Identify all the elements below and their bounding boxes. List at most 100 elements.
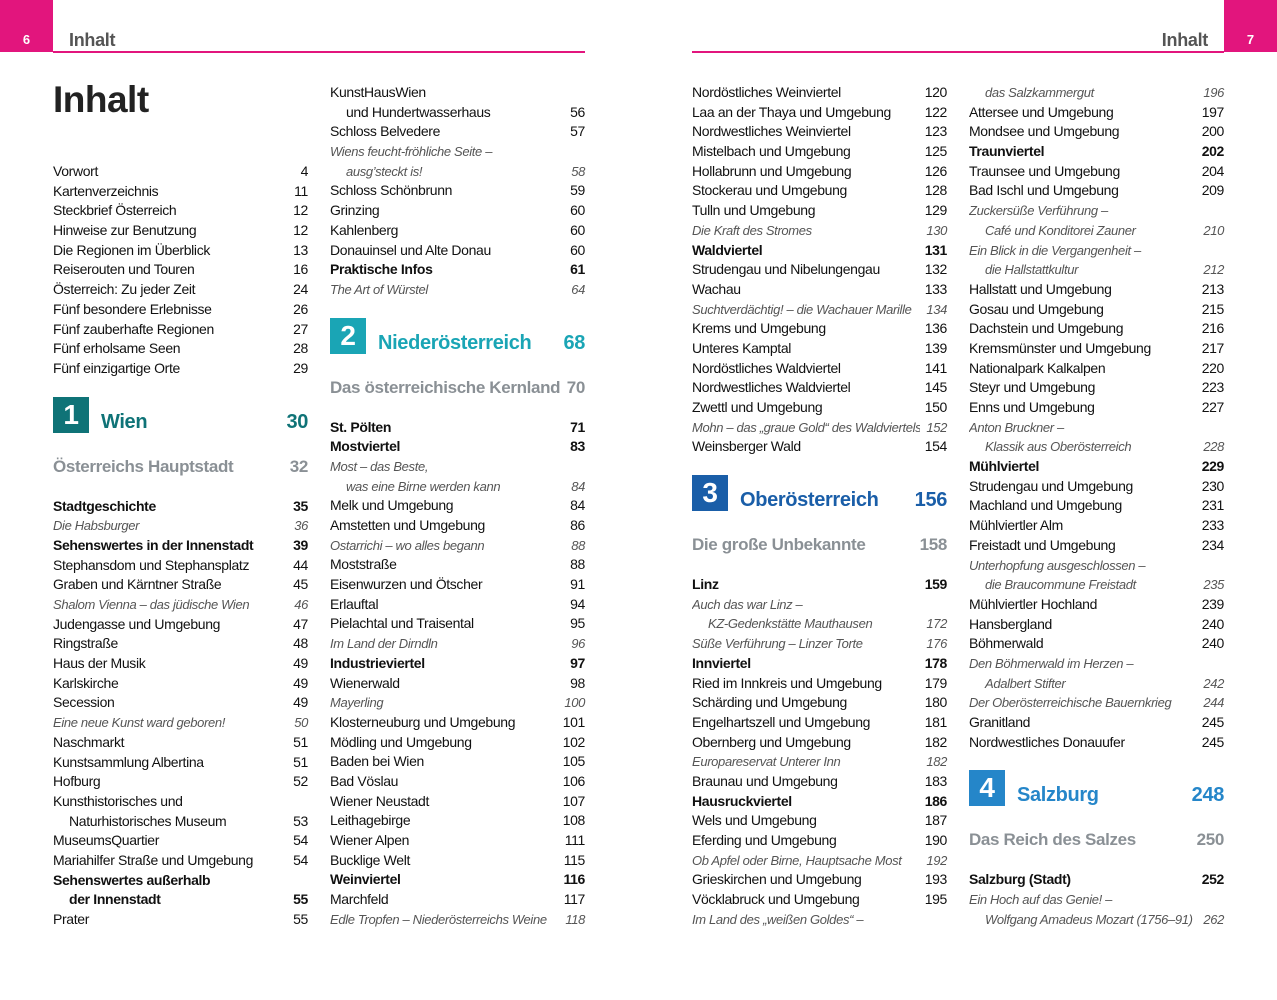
- entry-page: 129: [924, 202, 948, 219]
- entry-text: Der Oberösterreichische Bauernkrieg: [969, 695, 1172, 711]
- entry-text: Wiens feucht-fröhliche Seite –: [330, 144, 493, 160]
- entry-page: 239: [1201, 595, 1225, 612]
- entry-page: 91: [570, 576, 585, 593]
- toc-entry: Waldviertel 131: [692, 241, 947, 261]
- toc-entry: Nordwestliches Donauufer 245: [969, 733, 1224, 753]
- entry-page: 133: [924, 280, 948, 297]
- entry-text: Pielachtal und Traisental: [330, 615, 474, 632]
- toc-entry: Klassik aus Oberösterreich 228: [969, 437, 1224, 457]
- entry-text: Kahlenberg: [330, 221, 399, 238]
- entry-text: Leithagebirge: [330, 812, 411, 829]
- entry-text: Mohn – das „graue Gold“ des Waldviertels: [692, 419, 921, 435]
- toc-entry: Die Habsburger 36: [53, 516, 308, 536]
- toc-entry: Ob Apfel oder Birne, Hauptsache Most 192: [692, 851, 947, 871]
- entry-page: 204: [1201, 162, 1225, 179]
- toc-entry: Industrieviertel 97: [330, 654, 585, 674]
- entry-text: Wienerwald: [330, 674, 400, 691]
- entry-text: Klassik aus Oberösterreich: [985, 439, 1132, 455]
- toc-column: das Salzkammergut 196 Attersee und Umgebun…: [969, 83, 1224, 929]
- toc-heading: Inhalt: [53, 79, 149, 120]
- entry-text: Strudengau und Nibelungengau: [692, 261, 880, 278]
- entry-text: Enns und Umgebung: [969, 399, 1095, 415]
- entry-page: 45: [293, 576, 308, 593]
- entry-page: 120: [924, 84, 948, 100]
- toc-entry: Secession 49: [53, 693, 308, 713]
- entry-page: 55: [293, 891, 308, 908]
- entry-text: Stephansdom und Stephansplatz: [53, 556, 250, 573]
- subtitle-text: Die große Unbekannte: [692, 535, 866, 555]
- toc-entry: Suchtverdächtig! – die Wachauer Marille 1…: [692, 300, 947, 320]
- toc-entry: Vorwort 4: [53, 162, 308, 182]
- entry-page: 223: [1201, 379, 1225, 396]
- entry-text: Unteres Kamptal: [692, 339, 792, 356]
- entry-page: 59: [570, 182, 585, 199]
- entry-page: 178: [924, 654, 948, 671]
- entry-page: 230: [1201, 477, 1225, 494]
- toc-entry: Engelhartszell und Umgebung 181: [692, 713, 947, 733]
- toc-entry: Kartenverzeichnis 11: [53, 182, 308, 202]
- entry-text: Engelhartszell und Umgebung: [692, 713, 871, 730]
- entry-text: Naschmarkt: [53, 733, 125, 750]
- entry-page: 88: [571, 537, 585, 553]
- entry-text: das Salzkammergut: [985, 85, 1094, 100]
- entry-text: Mödling und Umgebung: [330, 733, 472, 750]
- toc-entry: Mühlviertler Hochland 239: [969, 595, 1224, 615]
- toc-entry: Ostarrichi – wo alles begann 88: [330, 536, 585, 556]
- entry-text: Zwettl und Umgebung: [692, 399, 823, 415]
- toc-entry: Sehenswertes in der Innenstadt 39: [53, 536, 308, 556]
- toc-entry: Wienerwald 98: [330, 674, 585, 694]
- toc-entry: Ein Blick in die Vergangenheit –: [969, 241, 1224, 261]
- toc-entry: die Braucommune Freistadt 235: [969, 575, 1224, 595]
- toc-entry: Eisenwurzen und Ötscher 91: [330, 575, 585, 595]
- chapter-subtitle: Österreichs Hauptstadt 32: [53, 457, 308, 477]
- toc-entry: Laa an der Thaya und Umgebung 122: [692, 103, 947, 123]
- toc-entry: Weinsberger Wald 154: [692, 437, 947, 457]
- entry-page: 145: [924, 379, 948, 396]
- entry-page: 35: [293, 497, 308, 514]
- toc-entry: Fünf zauberhafte Regionen 27: [53, 320, 308, 340]
- entry-page: 27: [293, 320, 308, 337]
- entry-page: 52: [293, 773, 308, 790]
- entry-text: Moststraße: [330, 556, 397, 573]
- toc-entry: Kremsmünster und Umgebung 217: [969, 339, 1224, 359]
- entry-text: Nationalpark Kalkalpen: [969, 359, 1106, 376]
- entry-text: KZ-Gedenkstätte Mauthausen: [708, 616, 873, 632]
- entry-text: Nordwestliches Waldviertel: [692, 379, 851, 396]
- entry-text: Böhmerwald: [969, 635, 1044, 652]
- entry-page: 176: [926, 636, 947, 652]
- toc-entry: Schloss Schönbrunn 59: [330, 181, 585, 201]
- entry-text: Secession: [53, 694, 115, 711]
- entry-page: 235: [1203, 577, 1224, 593]
- entry-page: 186: [924, 792, 948, 809]
- entry-page: 139: [924, 339, 948, 356]
- entry-page: 136: [924, 320, 948, 337]
- toc-entry: Machland und Umgebung 231: [969, 496, 1224, 516]
- toc-entry: Café und Konditorei Zauner 210: [969, 221, 1224, 241]
- entry-text: Mayerling: [330, 695, 384, 711]
- toc-entry: Krems und Umgebung 136: [692, 319, 947, 339]
- toc-entry: Auch das war Linz –: [692, 595, 947, 615]
- toc-entry: Unteres Kamptal 139: [692, 339, 947, 359]
- entry-page: 217: [1201, 339, 1225, 356]
- entry-page: 51: [293, 753, 308, 770]
- entry-page: 57: [570, 123, 585, 140]
- toc-entry: Erlauftal 94: [330, 595, 585, 615]
- toc-entry: Leithagebirge 108: [330, 811, 585, 831]
- entry-text: Naturhistorisches Museum: [69, 812, 227, 829]
- toc-entry: Hollabrunn und Umgebung 126: [692, 162, 947, 182]
- entry-page: 242: [1203, 675, 1224, 691]
- entry-text: Steckbrief Österreich: [53, 202, 177, 219]
- entry-page: 212: [1203, 262, 1224, 278]
- entry-page: 130: [926, 222, 947, 238]
- chapter-heading: 3 Oberösterreich 156: [692, 475, 947, 512]
- entry-page: 210: [1203, 222, 1224, 238]
- entry-text: Bad Vöslau: [330, 772, 399, 789]
- subtitle-page: 250: [1196, 830, 1225, 850]
- chapter-heading: 1 Wien 30: [53, 396, 308, 433]
- toc-entry: Adalbert Stifter 242: [969, 674, 1224, 694]
- entry-page: 123: [924, 123, 948, 140]
- toc-entry: Mariahilfer Straße und Umgebung 54: [53, 851, 308, 871]
- entry-text: Sehenswertes außerhalb: [53, 871, 211, 888]
- toc-entry: The Art of Würstel 64: [330, 280, 585, 300]
